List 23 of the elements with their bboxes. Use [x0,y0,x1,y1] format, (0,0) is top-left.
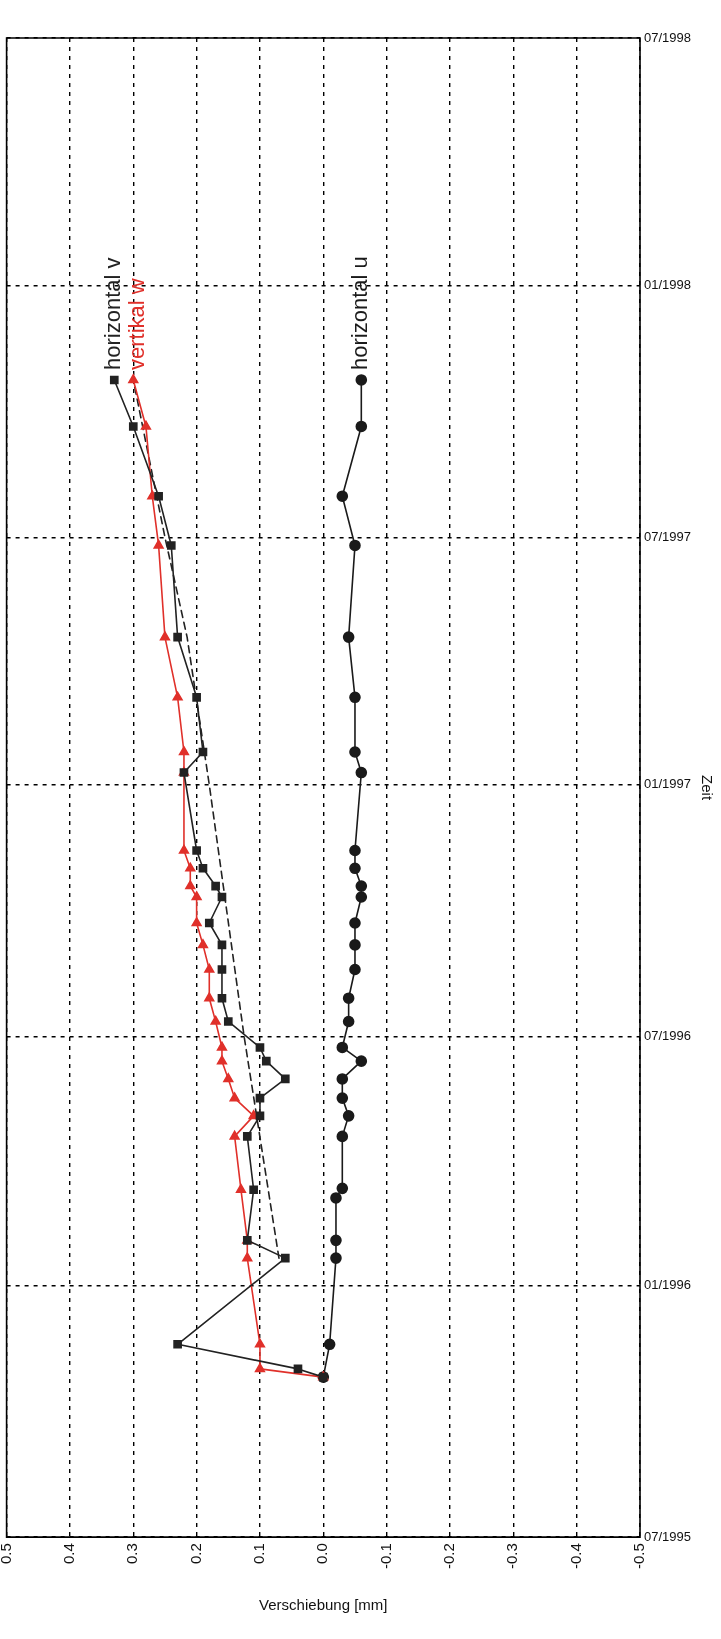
x-tick-label: -0.1 [376,1543,394,1570]
y-tick-label: 01/1996 [644,1277,692,1293]
text: vertikal w [124,278,150,370]
x-tick-label: -0.5 [630,1543,648,1570]
text: horizontal u [347,256,373,370]
x-tick-label: 0.5 [0,1543,14,1565]
x-tick-label: 0.3 [123,1543,141,1565]
x-tick-label: -0.3 [503,1543,521,1570]
y-axis-title: Zeit [698,775,716,801]
y-tick-label: 07/1997 [644,528,692,544]
x-tick-label: -0.4 [566,1543,584,1570]
x-tick-label: 0.0 [313,1543,331,1565]
y-tick-label: 07/1995 [644,1528,692,1544]
x-tick-label: 0.2 [186,1543,204,1565]
x-tick-label: -0.2 [440,1543,458,1570]
x-tick-label: 0.4 [60,1543,78,1565]
x-tick-label: 0.1 [250,1543,268,1565]
y-tick-label: 07/1998 [644,29,692,45]
y-tick-label: 01/1998 [644,277,692,293]
text: horizontal v [100,257,126,370]
x-axis-title: Verschiebung [mm] [259,1596,388,1614]
y-tick-label: 01/1997 [644,776,692,792]
y-tick-label: 07/1996 [644,1028,692,1044]
